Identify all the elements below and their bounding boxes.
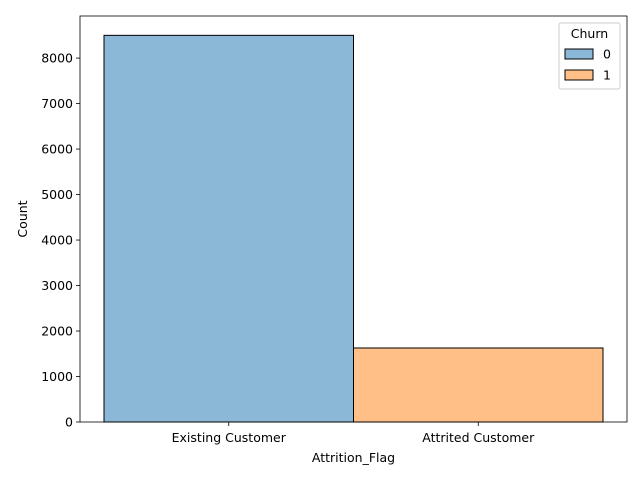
x-tick-label: Attrited Customer	[422, 430, 535, 445]
plot-frame	[79, 15, 628, 423]
y-tick-label: 8000	[41, 51, 73, 66]
legend-swatch-1	[564, 69, 594, 81]
y-tick-label: 2000	[41, 324, 73, 339]
x-tick-label: Existing Customer	[172, 430, 287, 445]
bar-series-1-attrited-customer	[353, 347, 604, 423]
legend-title: Churn	[571, 26, 608, 41]
bars-group	[103, 34, 604, 423]
y-tick-label: 3000	[41, 278, 73, 293]
y-axis: 0 1000 2000 3000 4000 5000 6000 7000 8000	[41, 51, 80, 430]
y-tick-label: 1000	[41, 369, 73, 384]
legend: Churn 0 1	[558, 22, 621, 90]
x-axis: Existing Customer Attrited Customer	[172, 422, 535, 445]
legend-swatch-0	[564, 48, 594, 60]
legend-label-0: 0	[603, 47, 611, 62]
y-tick-label: 7000	[41, 96, 73, 111]
y-tick-label: 0	[65, 415, 73, 430]
y-axis-label: Count	[15, 200, 30, 237]
x-axis-label: Attrition_Flag	[312, 450, 395, 465]
y-tick-label: 4000	[41, 233, 73, 248]
y-tick-label: 6000	[41, 142, 73, 157]
y-tick-label: 5000	[41, 187, 73, 202]
bar-series-0-existing-customer	[103, 34, 354, 423]
legend-label-1: 1	[603, 68, 611, 83]
